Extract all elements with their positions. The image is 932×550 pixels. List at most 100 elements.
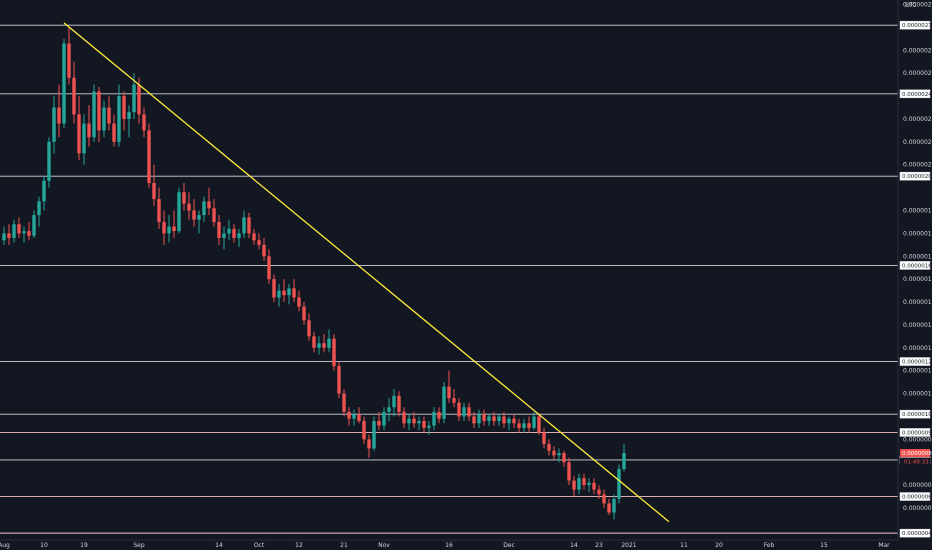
candle-body — [412, 418, 416, 424]
candle-body — [622, 453, 626, 470]
symbol-label: BTC — [905, 2, 917, 9]
price-axis: BTC 0.000002800.000002600.000002500.0000… — [897, 0, 932, 540]
candle-body — [152, 183, 156, 200]
candle-body — [237, 233, 241, 238]
candle-body — [617, 469, 621, 499]
candle-body — [332, 338, 336, 367]
candle-body — [372, 421, 376, 449]
price-tick-label: 0.00000140 — [903, 322, 932, 329]
level-label-box — [899, 428, 931, 437]
candle-body — [447, 386, 451, 399]
candle-body — [387, 407, 391, 412]
time-tick-label: Sep — [133, 542, 145, 549]
level-label-box — [899, 409, 931, 419]
candle-body — [417, 421, 421, 424]
time-tick-label: 14 — [215, 542, 223, 549]
price-tick-label: 0.00000230 — [903, 116, 932, 123]
candle-body — [22, 231, 26, 234]
candle-body — [212, 208, 216, 222]
candle-body — [267, 256, 271, 280]
candle-body — [137, 84, 141, 115]
candle-body — [487, 416, 491, 422]
candle-body — [567, 462, 571, 481]
candle-body — [12, 224, 16, 238]
time-tick-label: 21 — [340, 542, 348, 549]
candles — [2, 27, 626, 520]
candle-body — [577, 478, 581, 490]
candle-body — [157, 199, 161, 222]
price-tick-label: 0.00000170 — [903, 253, 932, 260]
candle-body — [522, 423, 526, 428]
candle-body — [557, 453, 561, 456]
time-tick-label: 12 — [295, 542, 303, 549]
candle-body — [227, 228, 231, 234]
candle-body — [27, 231, 31, 236]
candle-body — [82, 123, 86, 154]
candle-body — [502, 416, 506, 424]
candle-body — [172, 226, 176, 232]
price-tick-label: 0.00000260 — [903, 47, 932, 54]
candle-body — [282, 290, 286, 296]
candle-body — [292, 288, 296, 298]
candle-body — [527, 423, 531, 428]
candle-body — [427, 425, 431, 428]
time-tick-label: 15 — [820, 542, 828, 549]
price-tick-label: 0.00000180 — [903, 230, 932, 237]
candle-body — [337, 366, 341, 394]
candle-body — [177, 192, 181, 232]
price-tick-label: 0.00000130 — [903, 345, 932, 352]
candle-body — [547, 443, 551, 451]
candle-body — [217, 221, 221, 238]
candle-body — [497, 416, 501, 422]
candle-body — [572, 480, 576, 490]
price-tick-label: 0.00000220 — [903, 139, 932, 146]
time-tick-label: Feb — [764, 542, 775, 549]
candle-body — [167, 226, 171, 234]
level-label: 0.00000271 — [902, 23, 932, 29]
price-tick-label: 0.00000250 — [903, 70, 932, 77]
candle-body — [382, 411, 386, 426]
candle-body — [422, 421, 426, 428]
candle-body — [252, 233, 256, 241]
candle-body — [207, 201, 211, 209]
time-tick-label: 14 — [570, 542, 578, 549]
candle-body — [132, 84, 136, 113]
candle-body — [162, 221, 166, 234]
time-tick-label: Mar — [878, 542, 890, 549]
candle-body — [452, 398, 456, 403]
last-price-box — [900, 449, 930, 458]
price-tick-label: 0.00000160 — [903, 276, 932, 283]
candle-body — [542, 432, 546, 444]
candle-body — [607, 503, 611, 513]
candle-body — [512, 418, 516, 424]
time-tick-label: Aug — [0, 542, 10, 549]
candle-body — [57, 107, 61, 124]
candle-body — [72, 77, 76, 115]
candle-body — [342, 393, 346, 412]
candle-body — [307, 320, 311, 337]
price-tick-label: 0.00000110 — [903, 391, 932, 398]
candle-body — [47, 141, 51, 181]
level-label-box — [899, 20, 931, 30]
level-label: 0.00000241 — [902, 92, 932, 98]
trendline — [63, 22, 670, 523]
candle-body — [517, 423, 521, 428]
level-label: 0.00000124 — [902, 360, 932, 366]
time-tick-label: Dec — [503, 542, 515, 549]
candle-body — [397, 395, 401, 412]
candle-body — [62, 43, 66, 124]
time-tick-label: 19 — [80, 542, 88, 549]
candle-body — [312, 336, 316, 348]
candle-body — [7, 233, 11, 238]
candle-body — [102, 107, 106, 131]
candle-body — [242, 217, 246, 234]
level-label: 0.00000049 — [902, 531, 932, 537]
candle-body — [202, 201, 206, 216]
level-label-box — [899, 528, 931, 538]
candle-body — [257, 240, 261, 245]
candle-body — [272, 279, 276, 298]
countdown-box — [900, 457, 930, 466]
candle-body — [442, 386, 446, 419]
candle-body — [122, 96, 126, 119]
